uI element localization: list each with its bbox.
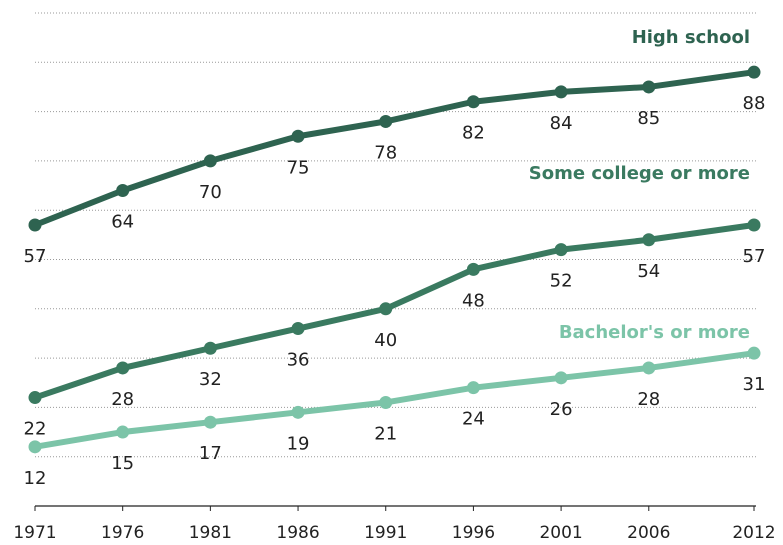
x-tick-label: 2012 [732,523,775,543]
data-label: 70 [199,182,222,203]
point [747,218,761,232]
data-label: 57 [24,246,47,267]
data-label: 17 [199,443,222,464]
point [466,95,480,109]
point [747,65,761,79]
x-tick-label: 1976 [101,523,144,543]
x-tick-label: 1986 [276,523,319,543]
point [203,415,217,429]
data-label: 15 [111,453,134,474]
point [554,371,568,385]
data-label: 28 [111,389,134,410]
data-label: 48 [462,290,485,311]
data-label: 82 [462,123,485,144]
point [291,129,305,143]
point [466,262,480,276]
data-label: 19 [287,433,310,454]
point [28,218,42,232]
series-name: High school [632,27,750,48]
point [203,154,217,168]
point [466,381,480,395]
point [642,233,656,247]
point [116,425,130,439]
point [379,302,393,316]
point [116,183,130,197]
data-label: 22 [24,419,47,440]
x-tick-label: 1971 [13,523,56,543]
data-label: 64 [111,211,134,232]
data-label: 84 [550,113,573,134]
data-label: 26 [550,399,573,420]
x-tick-label: 2006 [627,523,670,543]
x-tick-label: 1996 [452,523,495,543]
data-label: 52 [550,271,573,292]
data-label: 28 [637,389,660,410]
data-label: 78 [374,142,397,163]
point [747,346,761,360]
data-label: 88 [743,93,766,114]
series-name: Bachelor's or more [559,322,750,343]
point [28,440,42,454]
point [291,405,305,419]
point [554,243,568,257]
data-label: 31 [743,374,766,395]
x-tick-label: 1981 [189,523,232,543]
data-label: 54 [637,261,660,282]
point [379,395,393,409]
point [642,361,656,375]
point [642,80,656,94]
data-label: 40 [374,330,397,351]
data-label: 32 [199,369,222,390]
point [554,85,568,99]
point [28,391,42,405]
point [203,341,217,355]
point [291,322,305,336]
series-name: Some college or more [529,163,750,184]
point [116,361,130,375]
data-label: 85 [637,108,660,129]
data-label: 36 [287,350,310,371]
data-label: 21 [374,423,397,444]
data-label: 24 [462,409,485,430]
x-tick-label: 2001 [539,523,582,543]
x-tick-label: 1991 [364,523,407,543]
data-label: 12 [24,468,47,489]
data-label: 75 [287,157,310,178]
data-label: 57 [743,246,766,267]
point [379,114,393,128]
